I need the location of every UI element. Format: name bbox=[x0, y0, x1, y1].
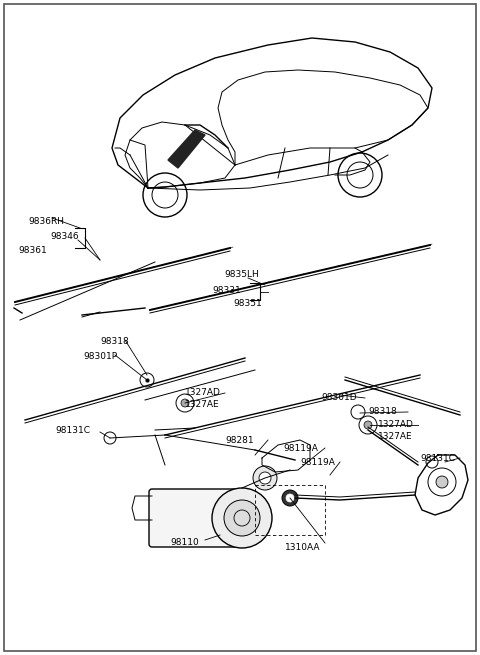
Text: 98131C: 98131C bbox=[420, 454, 455, 463]
Text: 9836RH: 9836RH bbox=[28, 217, 64, 226]
Text: 1327AE: 1327AE bbox=[185, 400, 220, 409]
Circle shape bbox=[359, 416, 377, 434]
Text: 98281: 98281 bbox=[225, 436, 253, 445]
Text: 1327AD: 1327AD bbox=[185, 388, 221, 397]
Text: 9835LH: 9835LH bbox=[224, 270, 259, 279]
Circle shape bbox=[259, 472, 271, 484]
Text: 1327AE: 1327AE bbox=[378, 432, 413, 441]
Circle shape bbox=[224, 500, 260, 536]
Circle shape bbox=[364, 421, 372, 429]
Text: 98331: 98331 bbox=[212, 286, 241, 295]
Text: 1310AA: 1310AA bbox=[285, 543, 321, 552]
Circle shape bbox=[140, 373, 154, 387]
Text: 98131C: 98131C bbox=[55, 426, 90, 435]
Text: 98110: 98110 bbox=[170, 538, 199, 547]
Text: 98346: 98346 bbox=[50, 232, 79, 241]
Text: 98318: 98318 bbox=[100, 337, 129, 346]
Circle shape bbox=[286, 494, 294, 502]
Text: 98318: 98318 bbox=[368, 407, 397, 416]
Circle shape bbox=[426, 456, 438, 468]
Text: 1327AD: 1327AD bbox=[378, 420, 414, 429]
Circle shape bbox=[253, 466, 277, 490]
FancyBboxPatch shape bbox=[149, 489, 245, 547]
Circle shape bbox=[104, 432, 116, 444]
Circle shape bbox=[282, 490, 298, 506]
Text: 98351: 98351 bbox=[233, 299, 262, 308]
Circle shape bbox=[436, 476, 448, 488]
Text: 98301P: 98301P bbox=[83, 352, 117, 361]
Circle shape bbox=[351, 405, 365, 419]
Text: 98119A: 98119A bbox=[300, 458, 335, 467]
Polygon shape bbox=[168, 130, 205, 168]
Circle shape bbox=[176, 394, 194, 412]
Text: 98301D: 98301D bbox=[321, 393, 357, 402]
Circle shape bbox=[212, 488, 272, 548]
Circle shape bbox=[181, 399, 189, 407]
Text: 98119A: 98119A bbox=[283, 444, 318, 453]
Text: 98361: 98361 bbox=[18, 246, 47, 255]
